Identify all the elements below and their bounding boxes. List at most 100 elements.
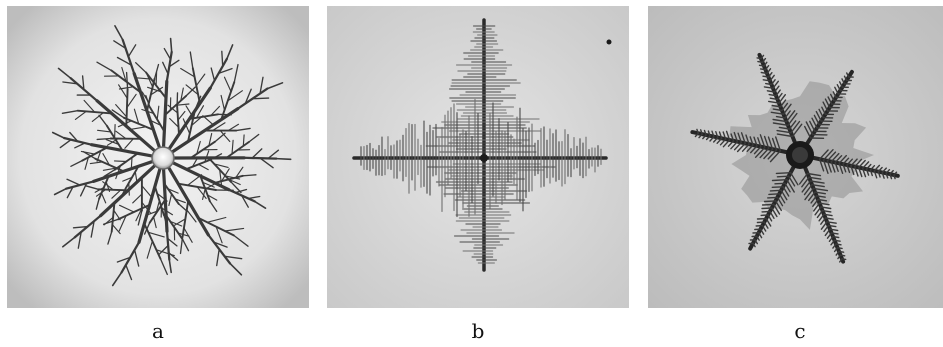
branch-a <box>215 226 223 244</box>
side-branch-c <box>865 168 870 176</box>
branch-a <box>150 86 164 96</box>
branch-a <box>227 123 240 132</box>
side-branch-c <box>775 115 786 119</box>
branch-a <box>74 110 87 120</box>
branch-a <box>80 150 96 155</box>
side-branch-c <box>767 71 773 78</box>
side-branch-c <box>830 232 839 235</box>
side-branch-c <box>757 137 762 148</box>
side-branch-c <box>827 96 833 105</box>
panel-c-branches <box>690 52 900 264</box>
side-branch-c <box>830 160 836 173</box>
side-branch-c <box>789 171 799 186</box>
branch-a <box>84 185 99 190</box>
side-branch-c <box>823 224 830 233</box>
side-branch-c <box>857 159 866 169</box>
side-branch-c <box>809 180 825 184</box>
branch-a <box>82 151 96 160</box>
branch-a <box>168 193 173 207</box>
side-branch-c <box>838 81 844 88</box>
side-branch-c <box>833 239 841 242</box>
side-branch-c <box>811 117 818 129</box>
branch-a <box>203 116 214 125</box>
branch-a <box>106 137 119 146</box>
side-branch-c <box>865 163 872 170</box>
side-branch-c <box>698 133 703 139</box>
side-branch-c <box>703 129 707 136</box>
side-branch-c <box>873 164 881 172</box>
branch-a <box>66 186 74 199</box>
side-branch-c <box>877 166 883 173</box>
branch-a <box>141 185 153 199</box>
side-branch-c <box>828 235 834 243</box>
side-branch-c <box>812 187 829 192</box>
side-branch-c <box>881 171 885 179</box>
branch-a <box>155 249 175 257</box>
branch-a <box>147 231 165 238</box>
side-branch-c <box>754 146 766 159</box>
branch-a <box>135 207 143 222</box>
branch-a <box>251 148 263 159</box>
side-branch-c <box>736 142 746 153</box>
branch-a <box>178 203 188 212</box>
branch-a <box>190 115 204 127</box>
branch-a <box>113 160 127 163</box>
branch-a <box>168 258 172 274</box>
branch-a <box>182 118 191 135</box>
side-branch-c <box>816 209 824 219</box>
side-branch-c <box>776 133 794 138</box>
branch-a <box>204 150 210 163</box>
branch-a <box>137 209 143 226</box>
side-branch-c <box>845 72 850 78</box>
side-branch-c <box>877 170 881 178</box>
branch-a <box>119 188 127 200</box>
branch-a <box>275 157 292 161</box>
side-branch-c <box>815 110 822 122</box>
side-branch-c <box>893 171 898 176</box>
main-arm-c <box>798 153 900 178</box>
branch-a <box>90 220 95 238</box>
branch-a <box>156 192 168 202</box>
side-branch-c <box>737 132 743 144</box>
side-branch-c <box>712 136 719 143</box>
side-branch-c <box>814 206 822 216</box>
side-branch-c <box>760 71 768 75</box>
branch-a <box>242 134 245 147</box>
side-branch-c <box>768 93 777 97</box>
side-branch-c <box>756 235 760 241</box>
branch-a <box>146 240 153 259</box>
side-branch-c <box>861 167 867 178</box>
side-branch-c <box>839 254 846 257</box>
side-branch-c <box>821 209 832 213</box>
side-branch-c <box>700 129 703 135</box>
branch-a <box>166 237 178 247</box>
side-branch-c <box>818 202 830 206</box>
side-branch-c <box>764 65 770 71</box>
branch-a <box>175 103 190 106</box>
side-branch-c <box>830 239 836 246</box>
side-branch-c <box>754 239 759 245</box>
side-branch-c <box>843 75 848 82</box>
side-branch-c <box>757 60 764 63</box>
side-branch-c <box>801 180 812 193</box>
side-branch-c <box>753 145 762 155</box>
side-branch-c <box>765 217 772 227</box>
side-branch-c <box>769 150 782 163</box>
side-branch-c <box>725 130 731 141</box>
branch-a <box>77 231 82 249</box>
side-branch-c <box>841 78 846 85</box>
branch-a <box>53 187 67 196</box>
branch-a <box>195 73 206 87</box>
branch-a <box>115 104 128 118</box>
panel-c-center-inner <box>792 147 808 163</box>
side-branch-c <box>775 171 792 175</box>
side-branch-c <box>771 207 778 218</box>
branch-a <box>185 105 194 119</box>
side-branch-c <box>733 141 743 151</box>
side-branch-c <box>776 129 792 134</box>
side-branch-c <box>832 235 840 239</box>
branch-a <box>74 142 86 149</box>
branch-a <box>209 200 218 213</box>
branch-a <box>191 157 199 168</box>
branch-a <box>102 167 118 171</box>
